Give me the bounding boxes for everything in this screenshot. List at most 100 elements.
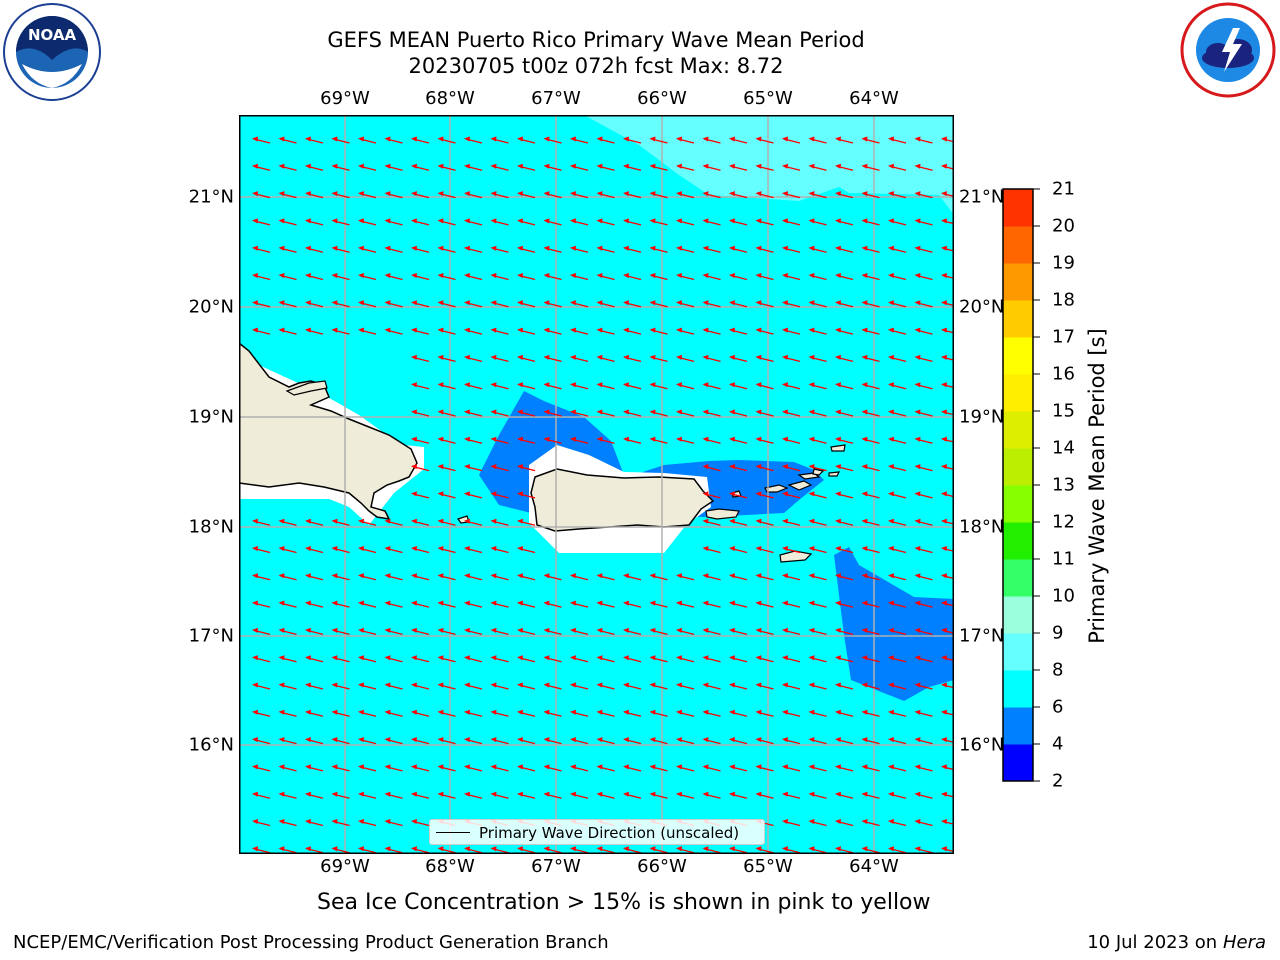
wave-direction-arrow bbox=[490, 655, 509, 663]
wave-direction-arrow bbox=[278, 791, 297, 799]
wave-direction-arrow bbox=[702, 191, 721, 199]
wave-direction-arrow bbox=[464, 191, 483, 199]
lat-label-left: 20°N bbox=[188, 296, 234, 318]
wave-direction-arrow bbox=[517, 791, 536, 799]
wave-direction-arrow bbox=[570, 573, 589, 581]
wave-direction-arrow bbox=[861, 737, 880, 745]
wave-direction-arrow bbox=[729, 491, 748, 499]
wave-direction-arrow bbox=[941, 627, 954, 634]
wave-direction-arrow bbox=[914, 436, 933, 444]
wave-direction-arrow bbox=[835, 764, 854, 772]
colorbar bbox=[1002, 188, 1040, 782]
wave-direction-arrow bbox=[914, 819, 933, 827]
wave-direction-arrow bbox=[914, 655, 933, 663]
wave-direction-arrow bbox=[941, 737, 954, 744]
wave-direction-arrow bbox=[676, 218, 695, 226]
wave-direction-arrow bbox=[411, 300, 430, 308]
wave-direction-arrow bbox=[437, 518, 456, 526]
wave-direction-arrow bbox=[517, 327, 536, 335]
colorbar-band bbox=[1003, 337, 1033, 375]
wave-direction-arrow bbox=[278, 327, 297, 335]
wave-direction-arrow bbox=[729, 191, 748, 199]
wave-direction-arrow bbox=[358, 682, 377, 690]
ocean-4-6-region-southeast bbox=[834, 547, 954, 701]
wave-direction-arrow bbox=[305, 600, 324, 608]
wave-direction-arrow bbox=[702, 273, 721, 281]
wave-direction-arrow bbox=[570, 327, 589, 335]
wave-direction-arrow bbox=[437, 791, 456, 799]
wave-direction-arrow bbox=[702, 218, 721, 226]
wave-direction-arrow bbox=[729, 655, 748, 663]
wave-direction-arrow bbox=[464, 464, 483, 472]
wave-direction-arrow bbox=[331, 791, 350, 799]
wave-direction-arrow bbox=[676, 682, 695, 690]
wave-direction-arrow bbox=[861, 136, 880, 144]
wave-direction-arrow bbox=[808, 273, 827, 281]
wave-direction-arrow bbox=[914, 709, 933, 717]
wave-direction-arrow bbox=[888, 273, 907, 281]
wave-direction-arrow bbox=[808, 327, 827, 335]
wave-direction-arrow bbox=[941, 300, 954, 307]
wave-direction-arrow bbox=[252, 655, 271, 663]
wave-direction-arrow bbox=[782, 382, 801, 390]
wave-direction-arrow bbox=[623, 409, 642, 417]
wave-direction-arrow bbox=[729, 136, 748, 144]
wave-direction-arrow bbox=[331, 218, 350, 226]
wave-direction-arrow bbox=[755, 846, 774, 854]
wave-direction-arrow bbox=[888, 600, 907, 608]
colorbar-tick-label: 17 bbox=[1052, 326, 1075, 348]
wave-direction-arrow bbox=[808, 737, 827, 745]
wave-direction-arrow bbox=[782, 327, 801, 335]
colorbar-band bbox=[1003, 707, 1033, 745]
wave-direction-arrow bbox=[649, 245, 668, 253]
wave-direction-arrow bbox=[729, 846, 748, 854]
wave-direction-arrow bbox=[941, 327, 954, 334]
wave-direction-arrow bbox=[411, 163, 430, 171]
wave-direction-arrow bbox=[782, 136, 801, 144]
wave-direction-arrow bbox=[305, 300, 324, 308]
wave-direction-arrow bbox=[464, 491, 483, 499]
wave-direction-arrow bbox=[649, 273, 668, 281]
land-hispaniola bbox=[239, 342, 418, 520]
wave-direction-arrow bbox=[729, 682, 748, 690]
wave-direction-arrow bbox=[517, 518, 536, 526]
wave-direction-arrow bbox=[914, 409, 933, 417]
wave-direction-arrow bbox=[305, 682, 324, 690]
wave-direction-arrow bbox=[861, 327, 880, 335]
wave-direction-arrow bbox=[358, 518, 377, 526]
wave-direction-arrow bbox=[808, 791, 827, 799]
wave-direction-arrow bbox=[517, 300, 536, 308]
wave-direction-arrow bbox=[543, 709, 562, 717]
wave-direction-arrow bbox=[411, 791, 430, 799]
wave-direction-arrow bbox=[808, 846, 827, 854]
wave-direction-arrow bbox=[490, 518, 509, 526]
wave-direction-arrow bbox=[517, 245, 536, 253]
wave-direction-arrow bbox=[543, 627, 562, 636]
wave-direction-arrow bbox=[278, 245, 297, 253]
wave-direction-arrow bbox=[490, 218, 509, 226]
wave-direction-arrow bbox=[358, 819, 377, 827]
wave-direction-arrow bbox=[649, 409, 668, 417]
wave-direction-arrow bbox=[888, 409, 907, 417]
lon-label-bottom: 65°W bbox=[743, 856, 793, 877]
wave-direction-arrow bbox=[729, 409, 748, 417]
wave-direction-arrow bbox=[596, 191, 615, 199]
wave-direction-arrow bbox=[835, 273, 854, 281]
wave-direction-arrow bbox=[596, 136, 615, 144]
wave-direction-arrow bbox=[782, 163, 801, 171]
wave-direction-arrow bbox=[543, 737, 562, 745]
wave-direction-arrow bbox=[729, 436, 748, 444]
wave-direction-arrow bbox=[596, 327, 615, 335]
wave-direction-arrow bbox=[305, 573, 324, 581]
wave-direction-arrow bbox=[437, 354, 456, 363]
wave-direction-arrow bbox=[384, 709, 403, 717]
wave-direction-arrow bbox=[437, 382, 456, 390]
wave-direction-arrow bbox=[596, 709, 615, 717]
wave-direction-arrow bbox=[570, 436, 589, 444]
wave-direction-arrow bbox=[331, 764, 350, 772]
wave-direction-arrow bbox=[517, 846, 536, 854]
wave-direction-arrow bbox=[835, 163, 854, 171]
wave-direction-arrow bbox=[437, 764, 456, 772]
wave-direction-arrow bbox=[808, 518, 827, 526]
wave-direction-arrow bbox=[782, 600, 801, 608]
